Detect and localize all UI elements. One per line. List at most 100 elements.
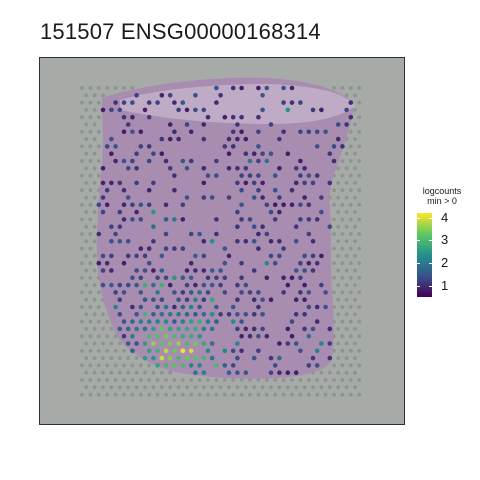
expression-spot (155, 290, 160, 295)
expression-spot (197, 333, 202, 339)
empty-spot (357, 100, 362, 105)
empty-spot (357, 363, 362, 368)
expression-spot (113, 231, 118, 237)
expression-spot (146, 202, 152, 208)
empty-spot (315, 392, 320, 397)
empty-spot (340, 86, 345, 90)
empty-spot (92, 108, 97, 112)
empty-spot (92, 254, 97, 258)
expression-spot (285, 107, 291, 113)
empty-spot (80, 232, 84, 236)
empty-spot (332, 188, 336, 193)
empty-spot (340, 319, 345, 324)
empty-spot (92, 283, 97, 287)
expression-spot (239, 114, 244, 120)
empty-spot (348, 129, 353, 134)
empty-spot (134, 370, 139, 375)
empty-spot (96, 86, 101, 90)
empty-spot (315, 378, 320, 382)
empty-spot (80, 115, 84, 120)
empty-spot (256, 392, 261, 397)
expression-spot (235, 209, 240, 215)
empty-spot (92, 385, 97, 390)
expression-spot (243, 136, 249, 142)
expression-spot (239, 333, 244, 339)
expression-spot (155, 275, 160, 281)
legend-tick-mark (417, 240, 420, 241)
empty-spot (357, 202, 362, 207)
empty-spot (88, 129, 93, 134)
empty-spot (105, 319, 110, 324)
empty-spot (332, 378, 336, 382)
empty-spot (84, 283, 89, 287)
expression-spot (239, 260, 244, 266)
empty-spot (332, 392, 336, 397)
legend-tick-mark (417, 218, 420, 219)
expression-spot (193, 326, 198, 332)
expression-spot (293, 268, 299, 273)
expression-spot (327, 151, 333, 156)
expression-spot (151, 282, 156, 288)
expression-spot (201, 341, 207, 346)
expression-spot (193, 341, 198, 346)
expression-spot (239, 290, 244, 295)
empty-spot (348, 261, 353, 266)
empty-spot (353, 385, 357, 390)
legend-tick-mark (417, 263, 420, 264)
expression-spot (247, 217, 253, 222)
empty-spot (80, 173, 84, 178)
expression-spot (184, 341, 190, 346)
expression-spot (109, 239, 114, 244)
expression-spot (155, 100, 160, 105)
expression-spot (188, 158, 194, 164)
expression-spots (96, 85, 354, 376)
expression-spot (104, 202, 110, 208)
expression-spot (142, 312, 148, 317)
empty-spot (332, 363, 336, 368)
expression-spot (293, 166, 299, 171)
empty-spot (176, 385, 181, 390)
expression-spot (298, 129, 303, 135)
expression-spot (256, 114, 261, 120)
expression-spot (289, 333, 295, 339)
empty-spot (105, 334, 110, 339)
expression-spot (146, 348, 152, 354)
expression-spot (306, 231, 312, 237)
empty-spot (353, 239, 357, 244)
expression-spot (251, 355, 257, 361)
expression-spot (201, 312, 207, 317)
expression-spot (260, 312, 265, 317)
expression-spot (134, 268, 139, 273)
expression-spot (302, 253, 307, 259)
expression-spot (184, 122, 190, 127)
expression-spot (117, 209, 123, 215)
empty-spot (206, 392, 210, 397)
empty-spot (126, 385, 131, 390)
empty-spot (134, 385, 139, 390)
empty-spot (336, 181, 341, 185)
expression-spot (188, 290, 194, 295)
empty-spot (164, 378, 168, 382)
empty-spot (84, 254, 89, 258)
empty-spot (101, 312, 105, 317)
empty-spot (151, 385, 156, 390)
expression-spot (121, 129, 127, 135)
expression-spot (239, 319, 244, 324)
empty-spot (340, 378, 345, 382)
expression-spot (180, 275, 186, 281)
expression-spot (222, 363, 228, 368)
expression-spot (113, 100, 118, 105)
expression-spot (260, 297, 265, 302)
expression-spot (344, 107, 349, 113)
expression-spot (130, 129, 135, 135)
expression-spot (268, 239, 274, 244)
expression-spot (130, 202, 135, 208)
expression-spot (327, 355, 333, 361)
expression-spot (134, 180, 139, 186)
expression-spot (121, 319, 127, 324)
empty-spot (130, 378, 135, 382)
empty-spot (252, 385, 257, 390)
empty-spot (84, 356, 89, 360)
empty-spot (214, 392, 219, 397)
empty-spot (336, 195, 341, 200)
